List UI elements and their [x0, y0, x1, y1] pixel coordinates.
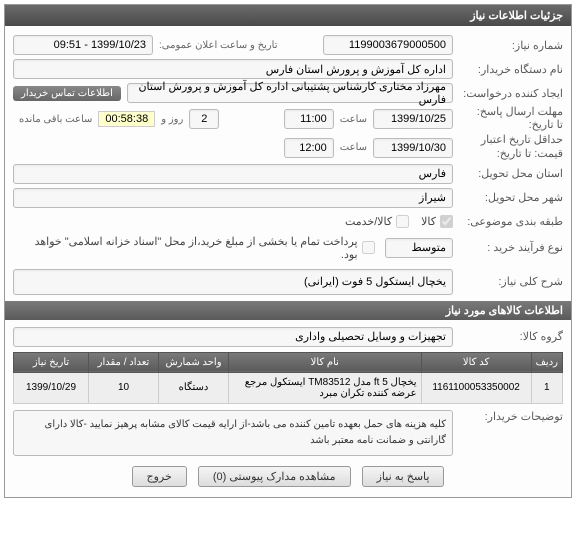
countdown: 00:58:38 — [98, 111, 155, 127]
col-code: کد کالا — [421, 352, 531, 372]
reply-date: 1399/10/25 — [373, 109, 453, 129]
button-row: پاسخ به نیاز مشاهده مدارک پیوستی (0) خرو… — [13, 458, 563, 491]
title-label: شرح کلی نیاز: — [453, 275, 563, 288]
treasury-check[interactable]: پرداخت تمام یا بخشی از مبلغ خرید،از محل … — [25, 235, 375, 261]
cat-service[interactable]: کالا/خدمت — [345, 215, 409, 228]
details-panel: جزئیات اطلاعات نیاز شماره نیاز: 11990036… — [4, 4, 572, 498]
requester-label: ایجاد کننده درخواست: — [453, 87, 563, 100]
time-label-1: ساعت — [340, 114, 367, 125]
requester-value: مهرزاد مختاری کارشناس پشتیبانی اداره کل … — [127, 83, 453, 103]
cell-idx: 1 — [531, 372, 562, 403]
valid-time: 12:00 — [284, 138, 334, 158]
items-table: ردیف کد کالا نام کالا واحد شمارش تعداد /… — [13, 352, 563, 404]
buyer-org-label: نام دستگاه خریدار: — [453, 63, 563, 76]
exit-button[interactable]: خروج — [132, 466, 187, 487]
reply-time: 11:00 — [284, 109, 334, 129]
col-date: تاریخ نیاز — [14, 352, 89, 372]
cat-goods[interactable]: کالا — [421, 215, 453, 228]
panel-title: جزئیات اطلاعات نیاز — [5, 5, 571, 26]
buyer-notes: کلیه هزینه های حمل بعهده تامین کننده می … — [13, 410, 453, 456]
cell-name: یخچال ft 5 مدل TM83512 ایستکول مرجع عرضه… — [229, 372, 422, 403]
panel-body: شماره نیاز: 1199003679000500 تاریخ و ساع… — [5, 26, 571, 497]
remain-label: ساعت باقی مانده — [19, 114, 92, 125]
reply-label: مهلت ارسال پاسخ:تا تاریخ: — [453, 106, 563, 132]
group-label: گروه کالا: — [453, 330, 563, 343]
need-no-value: 1199003679000500 — [323, 35, 453, 55]
notes-label: توضیحات خریدار: — [453, 410, 563, 423]
buyer-org-value: اداره کل آموزش و پرورش استان فارس — [13, 59, 453, 79]
group-value: تجهیزات و وسایل تحصیلی واداری — [13, 327, 453, 347]
reply-button[interactable]: پاسخ به نیاز — [362, 466, 445, 487]
col-idx: ردیف — [531, 352, 562, 372]
province-label: استان محل تحویل: — [453, 167, 563, 180]
col-name: نام کالا — [229, 352, 422, 372]
city-label: شهر محل تحویل: — [453, 191, 563, 204]
valid-date: 1399/10/30 — [373, 138, 453, 158]
items-header: اطلاعات کالاهای مورد نیاز — [5, 301, 571, 320]
cell-code: 1161100053350002 — [421, 372, 531, 403]
cell-date: 1399/10/29 — [14, 372, 89, 403]
cell-qty: 10 — [89, 372, 159, 403]
contact-tag[interactable]: اطلاعات تماس خریدار — [13, 86, 121, 101]
col-qty: تعداد / مقدار — [89, 352, 159, 372]
col-unit: واحد شمارش — [159, 352, 229, 372]
cell-unit: دستگاه — [159, 372, 229, 403]
announce-label: تاریخ و ساعت اعلان عمومی: — [159, 40, 317, 51]
view-docs-button[interactable]: مشاهده مدارک پیوستی (0) — [198, 466, 351, 487]
province-value: فارس — [13, 164, 453, 184]
time-label-2: ساعت — [340, 142, 367, 153]
need-title: یخچال ایستکول 5 فوت (ایرانی) — [13, 269, 453, 295]
need-no-label: شماره نیاز: — [453, 39, 563, 52]
process-value: متوسط — [385, 238, 453, 258]
announce-value: 1399/10/23 - 09:51 — [13, 35, 153, 55]
days-left: 2 — [189, 109, 219, 129]
table-row[interactable]: 1 1161100053350002 یخچال ft 5 مدل TM8351… — [14, 372, 563, 403]
valid-label: حداقل تاریخ اعتبار قیمت: تا تاریخ: — [453, 134, 563, 160]
city-value: شیراز — [13, 188, 453, 208]
table-header-row: ردیف کد کالا نام کالا واحد شمارش تعداد /… — [14, 352, 563, 372]
process-label: نوع فرآیند خرید : — [453, 241, 563, 254]
category-label: طبقه بندی موضوعی: — [453, 215, 563, 228]
day-label: روز و — [161, 114, 183, 125]
